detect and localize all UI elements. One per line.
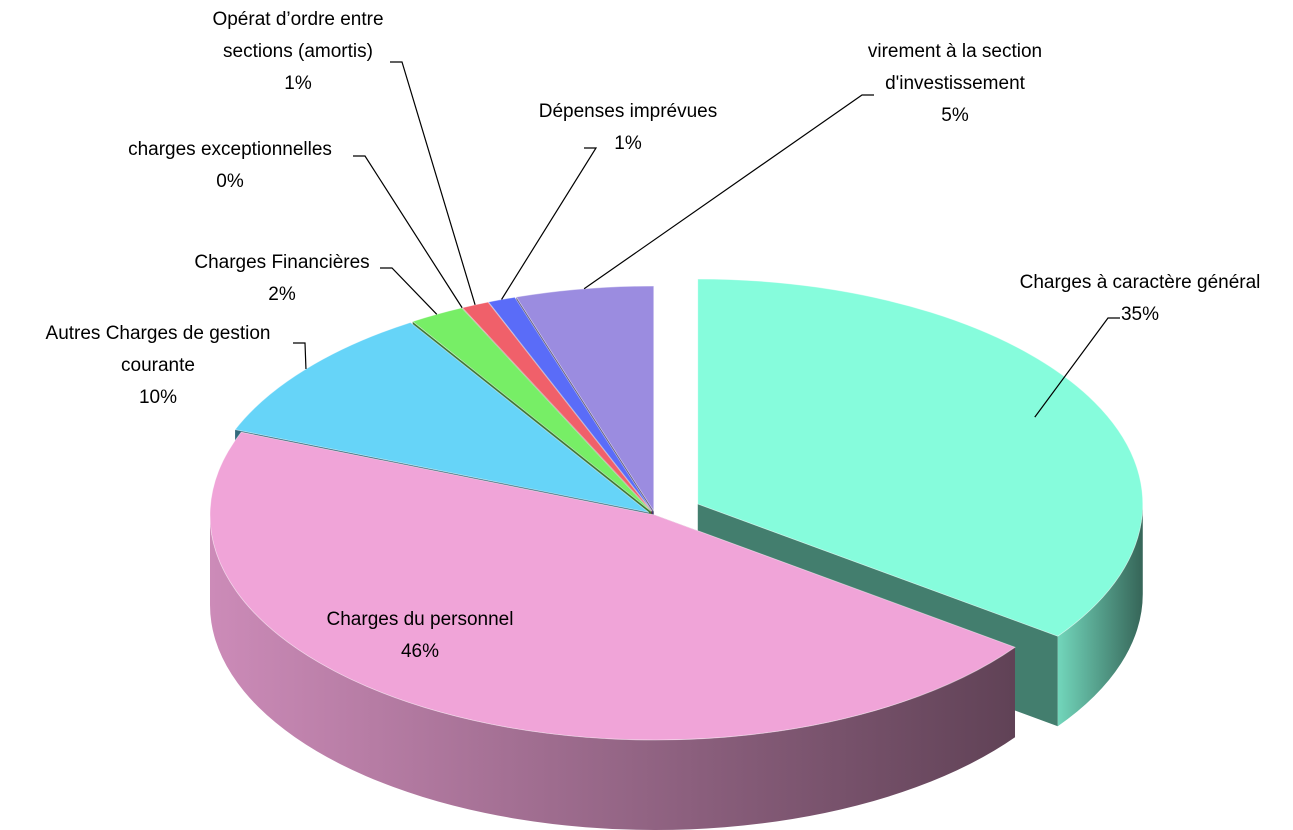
data-label: Charges Financières 2%	[194, 247, 369, 311]
leader-line	[501, 147, 598, 300]
label-category: Dépenses imprévues	[538, 101, 718, 122]
data-label: Charges du personnel 46%	[327, 604, 514, 668]
leader-line	[293, 342, 307, 370]
data-label: charges exceptionnelles 0%	[128, 134, 332, 198]
slice	[234, 322, 650, 513]
slice-wall	[1057, 503, 1143, 727]
label-value: 35%	[1120, 304, 1160, 325]
label-value: 0%	[216, 171, 244, 192]
data-label: Autres Charges de gestion courante 10%	[18, 318, 298, 414]
data-label: virement à la section d'investissement 5%	[843, 36, 1068, 132]
slice-wall	[210, 515, 1016, 830]
label-value: 1%	[284, 73, 312, 94]
leader-line	[380, 267, 438, 315]
label-value: 5%	[941, 105, 969, 126]
data-label: Dépenses imprévues 1%	[539, 96, 717, 160]
label-value: 46%	[400, 641, 440, 662]
leader-line	[390, 61, 476, 305]
leader-line	[1034, 317, 1120, 418]
data-label: Opérat d’ordre entre sections (amortis) 1…	[186, 4, 411, 100]
label-category: Charges à caractère général	[1019, 272, 1261, 293]
leader-line	[583, 94, 874, 290]
slice	[209, 431, 1016, 741]
label-value: 1%	[614, 133, 642, 154]
label-value: 2%	[268, 284, 296, 305]
slice	[697, 278, 1144, 637]
label-category: Opérat d’ordre entre sections (amortis)	[212, 9, 384, 62]
label-category: Autres Charges de gestion courante	[45, 323, 271, 376]
label-value: 10%	[138, 387, 178, 408]
label-category: Charges Financières	[194, 252, 370, 273]
leader-line	[353, 155, 463, 309]
label-category: charges exceptionnelles	[128, 139, 332, 160]
data-label: Charges à caractère général 35%	[1020, 267, 1261, 331]
label-category: virement à la section d'investissement	[867, 41, 1043, 94]
label-category: Charges du personnel	[326, 609, 514, 630]
slice	[461, 301, 653, 512]
